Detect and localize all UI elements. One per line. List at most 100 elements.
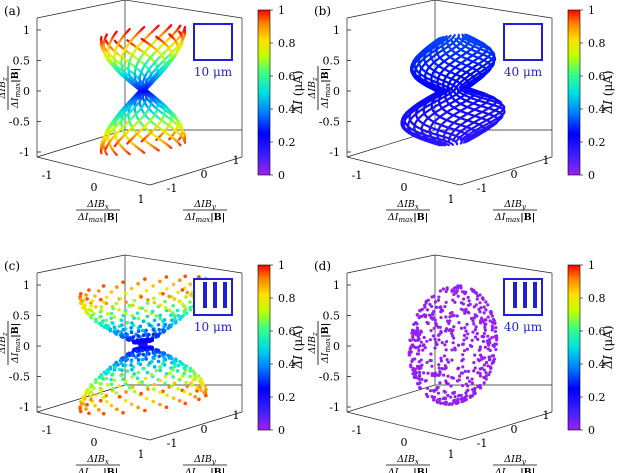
data-point xyxy=(421,348,425,352)
data-point xyxy=(482,305,486,309)
data-point xyxy=(481,320,485,324)
data-point xyxy=(164,275,169,279)
data-point xyxy=(467,299,471,303)
data-point xyxy=(473,328,477,332)
data-point xyxy=(140,348,145,353)
data-point xyxy=(131,303,135,308)
svg-text:ΔIBx: ΔIBx xyxy=(396,199,419,211)
data-point xyxy=(104,323,108,327)
data-segment xyxy=(461,36,467,41)
data-point xyxy=(141,345,146,350)
data-point xyxy=(119,361,124,366)
data-point xyxy=(495,338,499,342)
data-point xyxy=(121,410,125,415)
axis-box-edge xyxy=(36,0,126,19)
data-point xyxy=(476,337,480,341)
data-point xyxy=(109,382,114,387)
data-point xyxy=(422,371,426,375)
data-point xyxy=(414,370,418,375)
data-point xyxy=(444,348,448,352)
data-point xyxy=(461,342,465,346)
data-point xyxy=(441,373,446,377)
data-point xyxy=(484,308,488,312)
x-tick-label: -1 xyxy=(42,169,53,182)
data-point xyxy=(118,296,123,301)
data-point xyxy=(484,318,488,322)
data-point xyxy=(486,334,490,338)
svg-text:ΔImax|B|: ΔImax|B| xyxy=(184,212,225,224)
data-point xyxy=(412,322,416,326)
data-point xyxy=(135,349,139,354)
data-point xyxy=(136,358,141,362)
electrode-outline xyxy=(193,23,233,61)
svg-text:ΔImax|B|: ΔImax|B| xyxy=(494,212,535,224)
data-point xyxy=(195,389,199,393)
data-point xyxy=(179,361,184,366)
colorbar-tick-label: 1 xyxy=(278,4,285,17)
svg-text:ΔImax|B|: ΔImax|B| xyxy=(10,323,22,364)
svg-text:ΔIBx: ΔIBx xyxy=(86,199,109,211)
data-point xyxy=(156,348,160,353)
data-point xyxy=(428,389,433,393)
data-point xyxy=(146,387,150,391)
data-point xyxy=(483,323,487,327)
data-point xyxy=(433,318,437,322)
data-point xyxy=(93,317,98,322)
data-point xyxy=(407,350,411,354)
colorbar-tick-label: 0 xyxy=(278,169,285,182)
data-point xyxy=(89,304,93,308)
data-point xyxy=(438,289,443,293)
data-point xyxy=(131,335,136,339)
data-point xyxy=(417,348,421,353)
data-point xyxy=(108,365,113,370)
data-point xyxy=(163,374,168,379)
data-point xyxy=(161,330,166,334)
data-point xyxy=(463,369,467,373)
data-point xyxy=(447,321,451,326)
y-tick-label: 1 xyxy=(233,409,240,422)
data-point xyxy=(434,305,439,309)
data-point xyxy=(461,353,465,357)
data-point xyxy=(100,375,104,379)
data-point xyxy=(202,391,206,395)
data-point xyxy=(110,321,114,325)
data-point xyxy=(460,359,464,363)
data-point xyxy=(204,393,208,398)
data-point xyxy=(171,282,176,287)
data-point xyxy=(489,309,493,314)
colorbar-tick-label: 1 xyxy=(278,259,285,272)
data-point xyxy=(451,298,455,302)
colorbar-tick-label: 1 xyxy=(588,4,595,17)
electrode-outline xyxy=(503,23,543,61)
axis-box-edge xyxy=(36,156,151,186)
data-point xyxy=(105,326,110,331)
y-tick-label: 0 xyxy=(511,423,518,436)
data-segment xyxy=(454,37,458,42)
data-point xyxy=(130,350,135,355)
electrode-finger xyxy=(223,282,227,308)
data-point xyxy=(456,366,461,370)
data-point xyxy=(472,316,476,320)
electrode-finger xyxy=(203,282,207,308)
data-point xyxy=(488,357,492,361)
data-point xyxy=(203,385,207,389)
axis-box-edge xyxy=(124,254,243,274)
data-point xyxy=(143,408,147,413)
data-point xyxy=(431,334,435,338)
data-point xyxy=(476,294,480,298)
data-point xyxy=(99,387,104,392)
svg-text:ΔIBy: ΔIBy xyxy=(193,454,217,466)
data-point xyxy=(171,375,175,379)
data-point xyxy=(204,387,208,392)
z-tick-label: 0.5 xyxy=(13,55,31,68)
data-point xyxy=(482,375,486,380)
data-point xyxy=(79,301,83,306)
data-point xyxy=(439,329,443,334)
svg-text:ΔIBy: ΔIBy xyxy=(503,199,527,211)
colorbar-tick-label: 0.4 xyxy=(278,103,296,116)
data-point xyxy=(131,365,136,369)
svg-text:ΔIBz: ΔIBz xyxy=(0,77,9,100)
data-segment xyxy=(168,24,173,29)
